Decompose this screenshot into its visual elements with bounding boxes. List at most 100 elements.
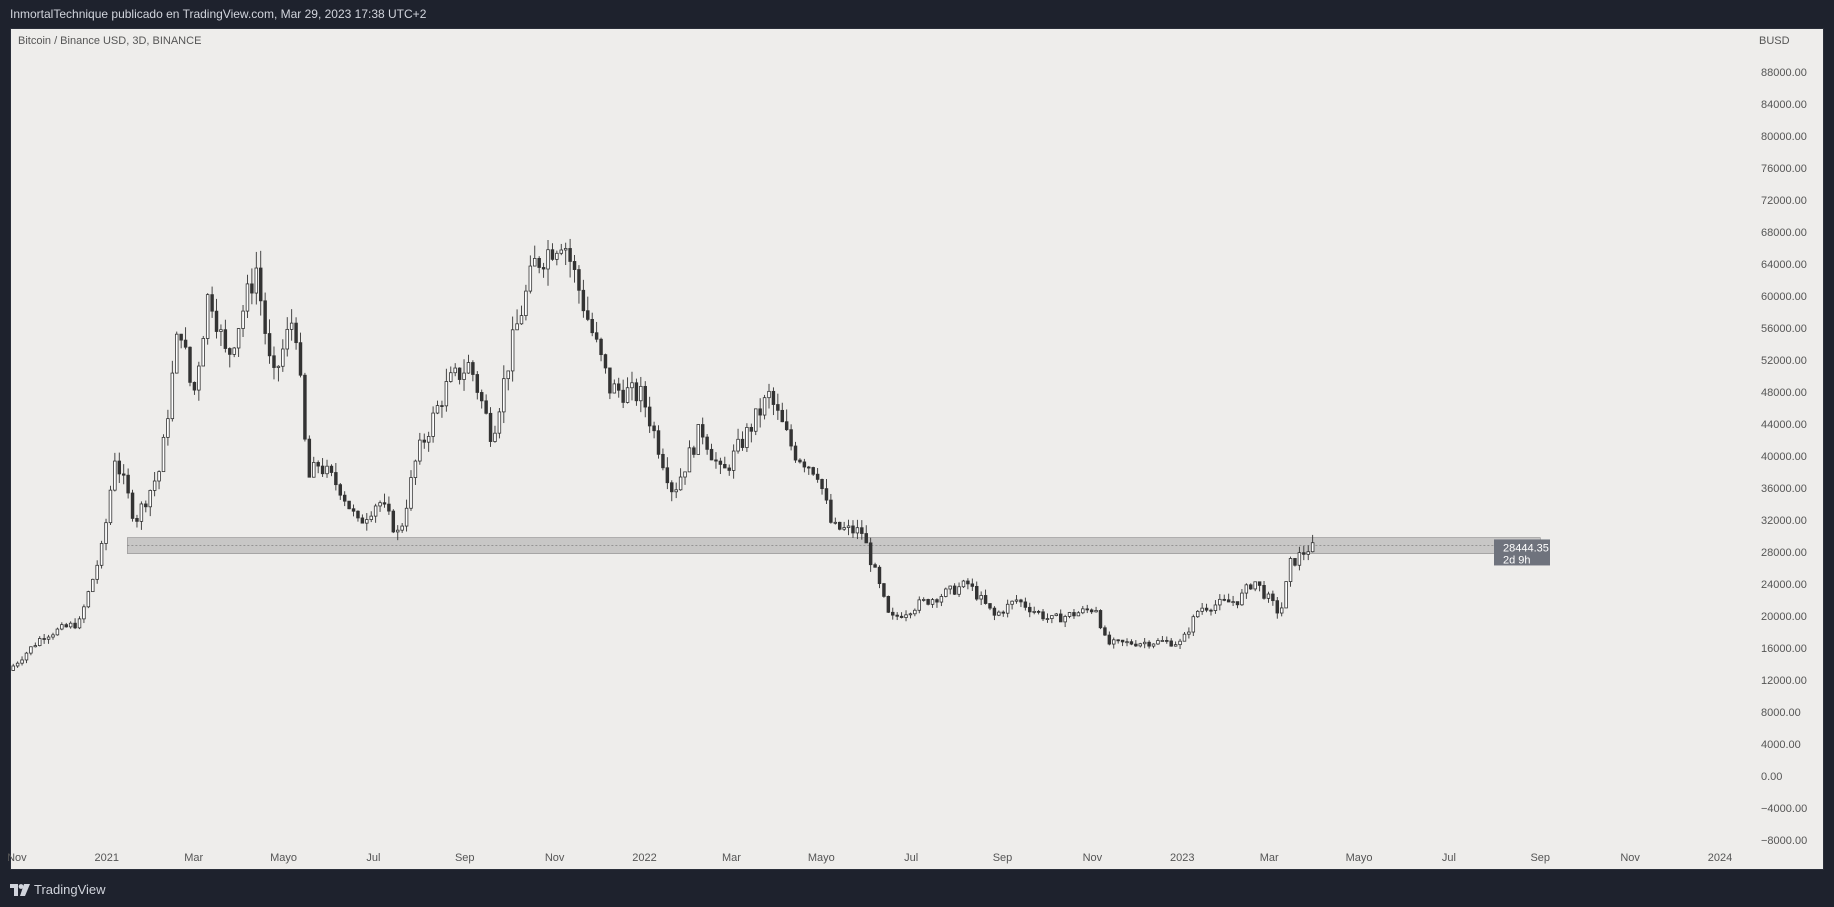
candle-body: [820, 478, 824, 490]
candle-body: [15, 662, 20, 667]
candle-body: [60, 624, 64, 630]
y-tick-label: 88000.00: [1761, 67, 1807, 79]
candle-body: [373, 505, 378, 517]
candle-body: [192, 381, 197, 391]
last-price-label: 28444.35: [1503, 542, 1549, 554]
candle-body: [581, 289, 586, 312]
candle-body: [404, 507, 409, 527]
candle-body: [285, 328, 289, 350]
chart-frame[interactable]: [10, 28, 1824, 870]
candle-body: [793, 445, 798, 461]
candle-body: [46, 636, 51, 640]
candle-body: [957, 586, 961, 595]
candle-body: [1213, 604, 1218, 611]
candle-body: [1076, 612, 1081, 617]
candle-body: [983, 595, 988, 604]
tradingview-brand[interactable]: TradingView: [10, 882, 106, 897]
candle-body: [952, 585, 957, 595]
candle-body: [175, 333, 179, 374]
candle-body: [868, 542, 873, 566]
candle-body: [692, 447, 696, 455]
candle-body: [462, 372, 466, 380]
y-tick-label: 56000.00: [1761, 323, 1807, 335]
brand-name: TradingView: [34, 882, 106, 897]
candle-body: [1151, 643, 1156, 647]
y-tick-label: 80000.00: [1761, 131, 1807, 143]
y-tick-label: 12000.00: [1761, 675, 1807, 687]
tradingview-logo-icon: [10, 883, 30, 896]
candle-body: [577, 269, 581, 291]
x-tick-label: Nov: [7, 852, 27, 864]
candle-body: [316, 462, 320, 467]
candle-body: [409, 477, 413, 509]
candle-body: [11, 665, 15, 671]
candle-body: [837, 521, 842, 530]
candle-body: [117, 460, 122, 475]
candle-body: [342, 494, 347, 502]
candle-body: [289, 322, 294, 330]
candle-body: [1094, 610, 1098, 613]
candle-body: [1089, 609, 1094, 613]
candle-body: [170, 372, 175, 420]
candle-body: [864, 533, 868, 544]
candle-body: [784, 421, 789, 431]
y-tick-label: 44000.00: [1761, 419, 1807, 431]
candle-body: [1072, 612, 1076, 617]
candle-body: [77, 618, 82, 629]
candle-body: [899, 615, 904, 618]
candle-body: [586, 310, 590, 320]
candle-body: [723, 463, 727, 469]
candle-body: [1191, 616, 1196, 633]
candle-body: [979, 595, 983, 600]
candle-body: [135, 518, 139, 522]
y-tick-label: 8000.00: [1761, 707, 1801, 719]
candle-body: [745, 426, 749, 448]
x-tick-label: 2024: [1708, 852, 1732, 864]
candle-body: [643, 385, 647, 408]
candle-body: [762, 397, 767, 416]
candle-body: [396, 529, 400, 533]
candle-body: [245, 283, 250, 312]
candle-body: [533, 258, 537, 267]
candle-body: [975, 585, 979, 600]
candle-body: [466, 362, 471, 374]
y-tick-label: 36000.00: [1761, 483, 1807, 495]
candle-body: [670, 482, 674, 493]
candle-body: [1023, 601, 1028, 608]
candle-body: [1041, 611, 1045, 620]
candle-body: [674, 489, 678, 493]
candle-body: [55, 628, 60, 636]
candle-body: [1235, 601, 1240, 606]
candle-body: [612, 383, 617, 394]
candle-body: [780, 409, 784, 423]
candle-body: [38, 638, 42, 646]
candle-body: [1085, 608, 1089, 611]
x-tick-label: Mayo: [808, 852, 835, 864]
candle-body: [24, 652, 29, 661]
candle-body: [550, 249, 555, 260]
candle-body: [970, 583, 975, 587]
candle-body: [183, 339, 188, 348]
candle-body: [33, 645, 38, 648]
symbol-title: Bitcoin / Binance USD, 3D, BINANCE: [18, 35, 202, 47]
candle-body: [1173, 644, 1178, 647]
candle-body: [219, 329, 223, 332]
candle-body: [1005, 603, 1010, 614]
candle-body: [1107, 634, 1112, 645]
candle-body: [709, 448, 714, 461]
candle-body: [267, 333, 272, 357]
candle-body: [1231, 601, 1235, 604]
candle-body: [157, 471, 161, 482]
candle-body: [298, 342, 303, 376]
candle-body: [440, 405, 444, 407]
candle-body: [908, 613, 913, 616]
candle-body: [1103, 627, 1107, 636]
candle-body: [1187, 631, 1191, 635]
candle-body: [426, 436, 431, 443]
candle-body: [1204, 607, 1209, 611]
currency-label[interactable]: BUSD: [1759, 35, 1790, 47]
candle-body: [661, 453, 665, 469]
candle-body: [144, 503, 148, 508]
candle-body: [555, 252, 559, 260]
